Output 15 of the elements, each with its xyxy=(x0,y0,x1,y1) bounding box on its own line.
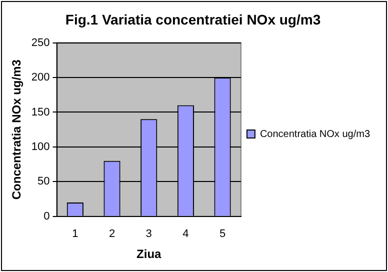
x-axis-title: Ziua xyxy=(136,247,162,262)
legend-label: Concentratia NOx ug/m3 xyxy=(260,128,370,140)
x-tick-label: 1 xyxy=(72,228,78,240)
y-axis-title: Concentratia NOx ug/m3 xyxy=(10,59,24,200)
x-tick-label: 3 xyxy=(146,228,152,240)
x-tick-label: 2 xyxy=(108,228,116,240)
y-tick-label: 0 xyxy=(44,210,50,222)
y-tick-label: 200 xyxy=(31,72,50,84)
y-tick-label: 100 xyxy=(31,140,50,153)
y-tick-label: 150 xyxy=(31,106,50,118)
x-tick-label: 5 xyxy=(219,228,226,240)
y-tick-label: 250 xyxy=(31,36,50,49)
x-tick-label: 4 xyxy=(182,228,189,240)
y-tick-label: 50 xyxy=(38,176,50,188)
chart-title: Fig.1 Variatia concentratiei NOx ug/m3 xyxy=(65,11,321,28)
